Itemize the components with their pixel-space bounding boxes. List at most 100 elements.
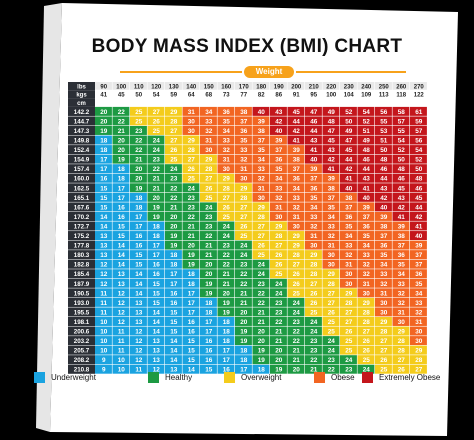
row-height-cell bbox=[68, 231, 95, 241]
bmi-value: 41 bbox=[415, 223, 423, 230]
legend-swatch-overweight bbox=[224, 372, 235, 383]
bmi-value: 19 bbox=[240, 329, 248, 336]
bmi-cell bbox=[410, 278, 427, 288]
bmi-value: 22 bbox=[223, 252, 231, 259]
bmi-cell bbox=[130, 240, 147, 250]
bmi-cell bbox=[305, 221, 322, 231]
bmi-cell bbox=[357, 231, 375, 240]
legend-label-healthy: Healthy bbox=[165, 373, 193, 382]
bmi-cell bbox=[375, 259, 392, 269]
bmi-value: 28 bbox=[310, 262, 318, 269]
header-lbs-cell bbox=[235, 82, 252, 90]
bmi-cell bbox=[287, 269, 305, 279]
row-height-label: 144.7 bbox=[74, 118, 90, 125]
bmi-value: 22 bbox=[258, 290, 266, 297]
row-height-cell bbox=[68, 116, 95, 126]
bmi-value: 30 bbox=[415, 329, 423, 336]
bmi-value: 45 bbox=[293, 109, 301, 116]
bmi-cell bbox=[322, 355, 340, 365]
bmi-cell bbox=[95, 231, 112, 240]
bmi-cell bbox=[182, 297, 200, 307]
bmi-cell bbox=[200, 173, 217, 183]
bmi-value: 20 bbox=[275, 348, 283, 355]
bmi-cell bbox=[252, 183, 270, 193]
bmi-value: 16 bbox=[170, 290, 178, 297]
bmi-cell bbox=[165, 192, 182, 202]
bmi-value: 32 bbox=[415, 309, 423, 316]
bmi-cell bbox=[165, 231, 182, 240]
bmi-cell bbox=[130, 364, 147, 374]
bmi-value: 31 bbox=[310, 233, 318, 240]
header-lbs-cell bbox=[252, 82, 270, 90]
bmi-value: 16 bbox=[153, 271, 161, 278]
bmi-value: 32 bbox=[398, 300, 406, 307]
bmi-value: 20 bbox=[240, 319, 248, 326]
bmi-value: 37 bbox=[415, 262, 423, 269]
bmi-value: 32 bbox=[223, 147, 231, 154]
bmi-cell bbox=[217, 288, 235, 298]
bmi-value: 15 bbox=[135, 252, 143, 259]
bmi-cell bbox=[357, 278, 375, 288]
bmi-cell bbox=[375, 145, 392, 155]
bmi-value: 29 bbox=[188, 138, 196, 145]
bmi-value: 23 bbox=[310, 348, 318, 355]
bmi-value: 14 bbox=[153, 319, 161, 326]
bmi-cell bbox=[305, 307, 322, 317]
bmi-cell bbox=[322, 336, 340, 346]
bmi-cell bbox=[235, 278, 252, 288]
bmi-cell bbox=[217, 183, 235, 193]
bmi-cell bbox=[252, 278, 270, 288]
header-kgs-value: 73 bbox=[223, 93, 230, 99]
bmi-cell bbox=[217, 250, 235, 260]
bmi-value: 48 bbox=[415, 176, 423, 183]
legend-swatch-underweight bbox=[34, 372, 45, 383]
bmi-value: 23 bbox=[275, 300, 283, 307]
bmi-value: 24 bbox=[240, 252, 248, 259]
bmi-value: 25 bbox=[275, 271, 283, 278]
bmi-value: 15 bbox=[153, 281, 161, 288]
bmi-value: 27 bbox=[188, 157, 196, 164]
bmi-value: 30 bbox=[223, 166, 231, 173]
bmi-value: 52 bbox=[398, 147, 406, 154]
bmi-value: 32 bbox=[293, 204, 301, 211]
bmi-value: 30 bbox=[188, 118, 196, 125]
bmi-cell bbox=[375, 336, 392, 346]
bmi-cell bbox=[287, 345, 305, 355]
bmi-value: 24 bbox=[258, 271, 266, 278]
bmi-value: 13 bbox=[118, 281, 126, 288]
bmi-cell bbox=[182, 173, 200, 183]
bmi-value: 16 bbox=[135, 243, 143, 250]
bmi-value: 36 bbox=[293, 176, 301, 183]
bmi-value: 24 bbox=[205, 204, 213, 211]
bmi-value: 13 bbox=[100, 233, 108, 240]
header-lbs-cell bbox=[375, 82, 392, 90]
bmi-cell bbox=[112, 307, 130, 317]
bmi-cell bbox=[287, 145, 305, 155]
bmi-cell bbox=[375, 211, 392, 221]
bmi-cell bbox=[112, 240, 130, 250]
bmi-value: 27 bbox=[345, 319, 353, 326]
bmi-value: 28 bbox=[363, 309, 371, 316]
bmi-value: 14 bbox=[118, 262, 126, 269]
header-lbs-cell bbox=[112, 82, 130, 90]
bmi-cell bbox=[322, 183, 340, 193]
bmi-cell bbox=[217, 307, 235, 317]
bmi-cell bbox=[112, 126, 130, 135]
bmi-cell bbox=[392, 336, 410, 346]
bmi-cell bbox=[375, 126, 392, 135]
bmi-cell bbox=[357, 183, 375, 193]
bmi-cell bbox=[147, 183, 165, 193]
header-kgs-cell bbox=[200, 90, 217, 99]
bmi-value: 33 bbox=[398, 281, 406, 288]
poster-side-edge bbox=[36, 3, 62, 432]
bmi-value: 32 bbox=[328, 233, 336, 240]
bmi-cell bbox=[357, 192, 375, 202]
bmi-cell bbox=[357, 145, 375, 155]
bmi-value: 31 bbox=[223, 157, 231, 164]
bmi-cell bbox=[287, 221, 305, 231]
bmi-value: 42 bbox=[398, 204, 406, 211]
bmi-value: 41 bbox=[293, 138, 301, 145]
bmi-cell bbox=[252, 250, 270, 260]
bmi-cell bbox=[375, 278, 392, 288]
bmi-cell bbox=[270, 211, 287, 221]
